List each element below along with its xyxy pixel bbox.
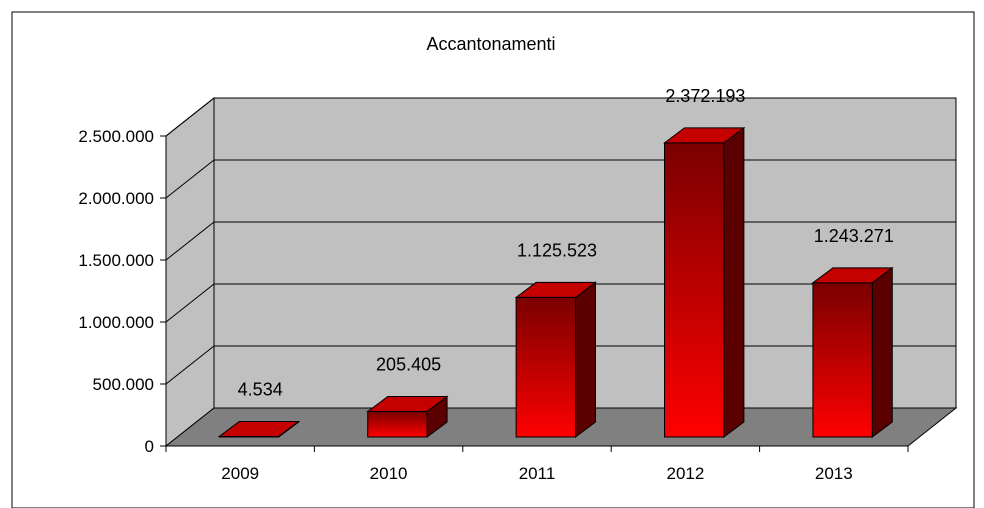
side-wall: [165, 96, 215, 448]
data-label: 1.125.523: [517, 240, 597, 260]
chart-title: Accantonamenti: [426, 34, 555, 54]
y-tick-label: 1.000.000: [78, 313, 154, 332]
axes: 0 500.000 1.000.000 1.500.000 2.000.000 2.500…: [78, 127, 909, 483]
y-tick-label: 500.000: [93, 375, 154, 394]
gridline-5: [165, 97, 956, 137]
x-tick-label: 2013: [815, 464, 853, 483]
plot-area-3d: [164, 96, 958, 448]
bar-2011: [514, 281, 597, 438]
bar-front: [515, 296, 576, 438]
data-label: 1.243.271: [814, 226, 894, 246]
y-tick-label: 1.500.000: [78, 251, 154, 270]
bar-2012: [663, 126, 746, 438]
bar-side: [871, 266, 893, 438]
bar-2010: [366, 395, 449, 438]
bar-top: [514, 281, 597, 298]
y-tick-label: 2.500.000: [78, 127, 154, 146]
bar-side: [574, 281, 596, 438]
data-label: 205.405: [376, 355, 441, 375]
bar-side: [723, 126, 745, 438]
x-tick-label: 2009: [221, 464, 259, 483]
data-label: 4.534: [238, 379, 283, 399]
data-label: 2.372.193: [665, 86, 745, 106]
bars: [217, 126, 894, 438]
bar-2009: [217, 420, 301, 438]
bar-top: [366, 396, 449, 413]
bar-2013: [811, 266, 894, 438]
bar-front: [812, 282, 873, 438]
x-tick-label: 2010: [370, 464, 408, 483]
bar-top: [663, 127, 746, 144]
y-tick-label: 2.000.000: [78, 189, 154, 208]
bar-front: [367, 411, 428, 438]
bar-top: [811, 267, 894, 284]
bar-top: [217, 420, 301, 437]
x-tick-label: 2011: [519, 464, 556, 483]
data-labels: 4.534 205.405 1.125.523 2.372.193 1.243.271: [238, 86, 894, 400]
y-tick-label: 0: [145, 437, 154, 456]
bar-front: [664, 142, 725, 438]
x-tick-label: 2012: [666, 464, 704, 483]
